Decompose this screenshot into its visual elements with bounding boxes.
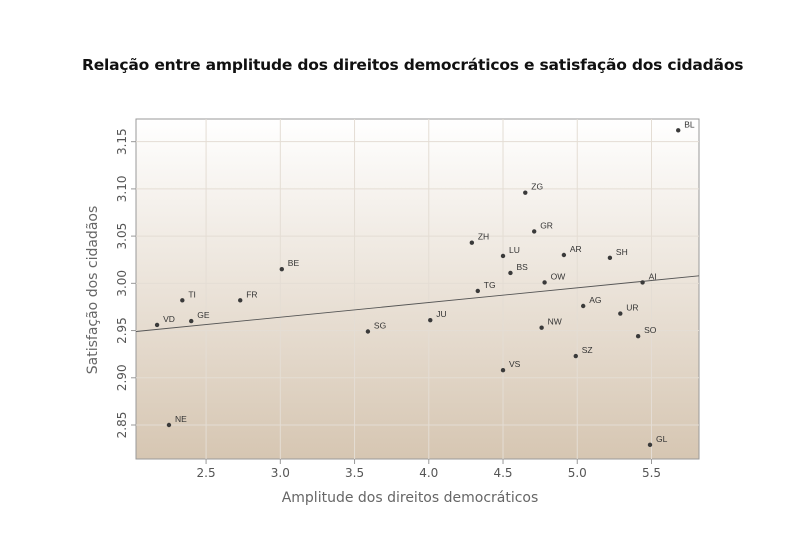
point-label: NE: [175, 414, 187, 424]
point-label: BS: [516, 262, 528, 272]
data-point: [523, 190, 528, 195]
point-label: FR: [246, 289, 257, 299]
y-tick-label: 2.90: [115, 364, 129, 391]
point-label: GE: [197, 310, 210, 320]
point-label: GL: [656, 434, 668, 444]
data-point: [154, 322, 160, 328]
point-label: TG: [484, 280, 496, 290]
point-label: SH: [616, 247, 628, 257]
data-point: [647, 442, 653, 448]
point-label: AI: [649, 271, 657, 281]
data-point: [542, 280, 547, 285]
x-tick-label: 4.5: [493, 466, 512, 480]
y-tick-label: 2.95: [115, 317, 129, 344]
data-point: [635, 334, 641, 339]
data-point: [640, 280, 645, 285]
data-point: [500, 368, 506, 373]
data-point: [238, 298, 243, 303]
trend-line: [135, 275, 700, 332]
point-label: JU: [436, 309, 446, 319]
data-point: [189, 318, 194, 324]
data-point: [561, 252, 567, 258]
data-point: [607, 255, 613, 261]
y-tick-label: 3.05: [115, 223, 129, 250]
point-label: AG: [589, 295, 601, 305]
y-tick-label: 3.00: [115, 270, 129, 297]
data-point: [180, 298, 185, 303]
data-point: [500, 253, 506, 259]
x-tick-label: 2.5: [197, 466, 216, 480]
data-point: [469, 240, 475, 245]
y-axis-label: Satisfação dos cidadãos: [85, 206, 101, 375]
chart-title: Relação entre amplitude dos direitos dem…: [82, 56, 744, 74]
point-label: VD: [163, 314, 175, 324]
data-point: [618, 311, 623, 316]
point-label: ZG: [531, 182, 543, 192]
point-label: VS: [509, 359, 521, 369]
point-label: GR: [540, 220, 553, 230]
x-tick-label: 5.0: [568, 466, 587, 480]
data-point: [475, 288, 480, 294]
x-tick-label: 4.0: [419, 466, 438, 480]
point-label: NW: [548, 317, 562, 327]
x-tick-label: 5.5: [642, 466, 661, 480]
x-axis-label: Amplitude dos direitos democráticos: [282, 490, 539, 506]
point-label: UR: [626, 303, 638, 313]
point-label: LU: [509, 245, 520, 255]
data-point: [539, 325, 544, 330]
data-point: [676, 128, 681, 133]
point-label: SG: [374, 321, 386, 331]
data-point: [428, 317, 433, 323]
point-label: AR: [570, 244, 582, 254]
point-label: TI: [188, 289, 196, 299]
point-label: ZH: [478, 232, 489, 242]
point-label: BE: [288, 258, 300, 268]
data-point: [573, 353, 578, 359]
data-point: [531, 229, 537, 234]
data-point: [166, 422, 172, 428]
y-tick-label: 3.10: [115, 176, 129, 203]
data-point: [279, 266, 284, 272]
data-point: [580, 303, 586, 309]
data-point: [365, 329, 371, 334]
point-label: BL: [684, 119, 695, 129]
plot-area: [135, 118, 700, 460]
data-point: [508, 270, 513, 276]
y-tick-label: 3.15: [115, 128, 129, 155]
point-label: SO: [644, 325, 657, 335]
x-tick-label: 3.5: [345, 466, 364, 480]
point-label: SZ: [582, 345, 593, 355]
x-tick-label: 3.0: [271, 466, 290, 480]
point-label: OW: [551, 271, 566, 281]
y-tick-label: 2.85: [115, 412, 129, 439]
